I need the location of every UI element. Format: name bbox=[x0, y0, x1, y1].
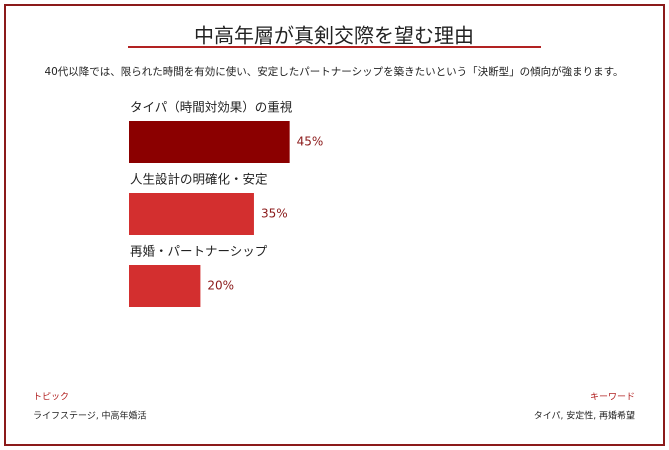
category-label: タイパ（時間対効果）の重視 bbox=[130, 100, 293, 115]
chart-title: 中高年層が真剣交際を望む理由 bbox=[194, 24, 474, 48]
keywords: タイパ, 安定性, 再婚希望 bbox=[534, 410, 635, 422]
category-label: 再婚・パートナーシップ bbox=[130, 244, 268, 259]
keyword-label: キーワード bbox=[590, 393, 635, 403]
category-label: 人生設計の明確化・安定 bbox=[130, 172, 268, 187]
value-label: 45% bbox=[297, 135, 324, 149]
value-label: 35% bbox=[261, 207, 288, 221]
value-label: 20% bbox=[207, 279, 234, 293]
topic-label: トピック bbox=[33, 392, 69, 403]
bar bbox=[129, 121, 290, 163]
bar bbox=[129, 265, 201, 307]
bar bbox=[129, 193, 254, 235]
frame bbox=[4, 4, 665, 446]
subtitle: 40代以降では、限られた時間を有効に使い、安定したパートナーシップを築きたいとい… bbox=[44, 65, 623, 78]
topic: ライフステージ, 中高年婚活 bbox=[33, 410, 147, 422]
